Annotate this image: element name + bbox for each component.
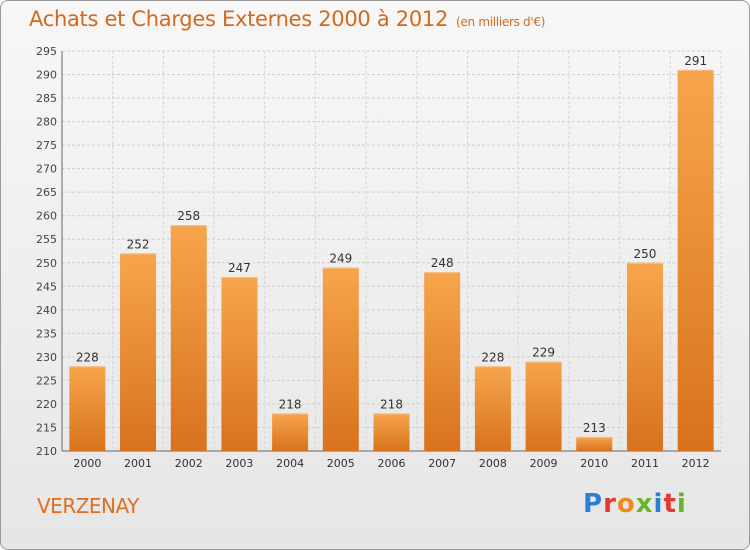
logo-letter: i bbox=[676, 489, 687, 519]
logo-letter: o bbox=[616, 489, 636, 519]
x-tick-label-2003: 2003 bbox=[225, 457, 253, 470]
chart-subtitle: (en milliers d'€) bbox=[456, 15, 546, 29]
x-tick-label-2001: 2001 bbox=[124, 457, 152, 470]
x-tick-label-2012: 2012 bbox=[682, 457, 710, 470]
y-tick-label: 225 bbox=[36, 374, 57, 387]
bars bbox=[69, 69, 714, 451]
bar-2000 bbox=[69, 366, 106, 451]
x-tick-label-2008: 2008 bbox=[479, 457, 507, 470]
bar-2011 bbox=[626, 262, 663, 451]
data-label-2008: 228 bbox=[481, 350, 504, 364]
bar-2003 bbox=[221, 276, 258, 451]
data-labels: 228 252 258 247 218 249 218 248 228 229 213 250 291 bbox=[76, 54, 707, 435]
chart-title-text: Achats et Charges Externes 2000 à 2012 bbox=[29, 7, 449, 31]
y-tick-label: 280 bbox=[36, 116, 57, 129]
data-label-2012: 291 bbox=[684, 54, 707, 68]
data-label-2011: 250 bbox=[634, 247, 657, 261]
data-label-2005: 249 bbox=[329, 251, 352, 265]
y-tick-label: 270 bbox=[36, 163, 57, 176]
data-label-2002: 258 bbox=[177, 209, 200, 223]
logo-letter: x bbox=[635, 489, 654, 519]
y-tick-label: 290 bbox=[36, 69, 57, 82]
x-tick-label-2011: 2011 bbox=[631, 457, 659, 470]
data-label-2007: 248 bbox=[431, 256, 454, 270]
y-tick-label: 235 bbox=[36, 327, 57, 340]
bar-2010 bbox=[576, 436, 613, 451]
data-label-2003: 247 bbox=[228, 261, 251, 275]
x-tick-label-2005: 2005 bbox=[327, 457, 355, 470]
y-tick-label: 245 bbox=[36, 280, 57, 293]
y-tick-label: 260 bbox=[36, 210, 57, 223]
y-tick-label: 255 bbox=[36, 233, 57, 246]
x-tick-label-2004: 2004 bbox=[276, 457, 304, 470]
commune-name: VERZENAY bbox=[37, 494, 139, 518]
bar-2012 bbox=[677, 69, 714, 451]
x-tick-label-2006: 2006 bbox=[378, 457, 406, 470]
bar-2008 bbox=[474, 366, 511, 451]
y-tick-label: 210 bbox=[36, 445, 57, 458]
x-tick-label-2002: 2002 bbox=[175, 457, 203, 470]
data-label-2009: 229 bbox=[532, 346, 555, 360]
data-label-2000: 228 bbox=[76, 350, 99, 364]
data-label-2001: 252 bbox=[127, 237, 150, 251]
x-tick-label-2007: 2007 bbox=[428, 457, 456, 470]
y-tick-label: 275 bbox=[36, 139, 57, 152]
bar-2002 bbox=[170, 225, 207, 451]
bar-2006 bbox=[373, 413, 410, 451]
y-tick-label: 220 bbox=[36, 398, 57, 411]
logo-letter: P bbox=[583, 489, 604, 519]
y-tick-label: 285 bbox=[36, 92, 57, 105]
y-tick-label: 250 bbox=[36, 257, 57, 270]
proxiti-logo: Proxiti bbox=[583, 489, 687, 519]
bar-2001 bbox=[120, 253, 157, 451]
x-tick-label-2009: 2009 bbox=[530, 457, 558, 470]
bar-2004 bbox=[272, 413, 309, 451]
logo-letter: i bbox=[653, 489, 664, 519]
grid-lines bbox=[61, 50, 722, 452]
axes: 210 215 220 225 230 235 240 245 250 255 260 265 270 2… bbox=[36, 45, 721, 470]
y-tick-label: 265 bbox=[36, 186, 57, 199]
y-tick-label: 215 bbox=[36, 421, 57, 434]
y-tick-label: 295 bbox=[36, 45, 57, 58]
bar-2007 bbox=[424, 272, 461, 451]
logo-letter: t bbox=[663, 489, 677, 519]
data-label-2004: 218 bbox=[279, 397, 302, 411]
bar-2005 bbox=[322, 267, 359, 451]
bar-2009 bbox=[525, 361, 562, 451]
data-label-2010: 213 bbox=[583, 421, 606, 435]
x-tick-label-2010: 2010 bbox=[580, 457, 608, 470]
x-tick-label-2000: 2000 bbox=[73, 457, 101, 470]
data-label-2006: 218 bbox=[380, 397, 403, 411]
chart-title: Achats et Charges Externes 2000 à 2012 (e… bbox=[29, 7, 545, 31]
logo-letter: r bbox=[603, 489, 617, 519]
y-tick-label: 240 bbox=[36, 304, 57, 317]
y-tick-label: 230 bbox=[36, 351, 57, 364]
